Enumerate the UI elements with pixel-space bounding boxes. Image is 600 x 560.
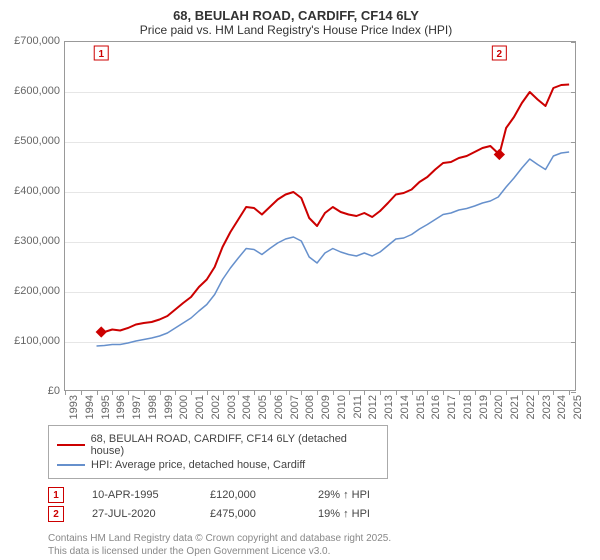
- x-tick-label: 2005: [257, 395, 269, 419]
- x-tick-label: 2022: [525, 395, 537, 419]
- y-tick-label: £600,000: [10, 85, 60, 97]
- legend-swatch: [57, 444, 85, 446]
- x-tick-label: 1996: [115, 395, 127, 419]
- x-tick-label: 2000: [178, 395, 190, 419]
- x-tick-label: 2018: [462, 395, 474, 419]
- x-tick-label: 2008: [304, 395, 316, 419]
- y-tick-label: £500,000: [10, 135, 60, 147]
- footer-line1: Contains HM Land Registry data © Crown c…: [48, 532, 584, 545]
- x-tick-label: 2009: [320, 395, 332, 419]
- x-tick-label: 2001: [194, 395, 206, 419]
- x-tick-label: 2024: [556, 395, 568, 419]
- x-tick-label: 2012: [367, 395, 379, 419]
- x-tick-label: 1995: [100, 395, 112, 419]
- footer-line2: This data is licensed under the Open Gov…: [48, 545, 584, 558]
- x-tick-label: 2017: [446, 395, 458, 419]
- x-tick-label: 2019: [478, 395, 490, 419]
- legend-item: 68, BEULAH ROAD, CARDIFF, CF14 6LY (deta…: [57, 433, 379, 457]
- x-tick-label: 2002: [210, 395, 222, 419]
- y-tick-label: £100,000: [10, 335, 60, 347]
- svg-text:1: 1: [98, 49, 104, 60]
- y-tick-label: £700,000: [10, 35, 60, 47]
- transaction-date: 27-JUL-2020: [92, 508, 182, 520]
- x-tick-label: 2016: [430, 395, 442, 419]
- legend-item: HPI: Average price, detached house, Card…: [57, 459, 379, 471]
- x-tick-label: 2010: [336, 395, 348, 419]
- x-tick-label: 2015: [415, 395, 427, 419]
- x-tick-label: 1994: [84, 395, 96, 419]
- x-tick-label: 2003: [226, 395, 238, 419]
- legend-label: 68, BEULAH ROAD, CARDIFF, CF14 6LY (deta…: [91, 433, 379, 457]
- footer-attribution: Contains HM Land Registry data © Crown c…: [48, 532, 584, 558]
- x-tick-label: 2011: [352, 395, 364, 419]
- x-tick-label: 2021: [509, 395, 521, 419]
- legend-swatch: [57, 464, 85, 466]
- x-tick-label: 2020: [493, 395, 505, 419]
- transaction-marker: 1: [48, 487, 64, 503]
- transactions-table: 1 10-APR-1995 £120,000 29% ↑ HPI 2 27-JUL-202…: [48, 487, 584, 522]
- chart-subtitle: Price paid vs. HM Land Registry's House …: [8, 23, 584, 37]
- transaction-price: £475,000: [210, 508, 290, 520]
- y-tick-label: £400,000: [10, 185, 60, 197]
- x-tick-label: 1998: [147, 395, 159, 419]
- transaction-marker: 2: [48, 506, 64, 522]
- chart-area: 12 £0£100,000£200,000£300,000£400,000£50…: [16, 41, 576, 419]
- chart-title-address: 68, BEULAH ROAD, CARDIFF, CF14 6LY: [8, 8, 584, 23]
- x-tick-label: 2006: [273, 395, 285, 419]
- transaction-hpi-diff: 29% ↑ HPI: [318, 489, 370, 501]
- transaction-date: 10-APR-1995: [92, 489, 182, 501]
- transaction-row: 1 10-APR-1995 £120,000 29% ↑ HPI: [48, 487, 584, 503]
- chart-plot: 12: [64, 41, 576, 391]
- x-tick-label: 2014: [399, 395, 411, 419]
- svg-text:2: 2: [497, 49, 503, 60]
- y-tick-label: £0: [10, 385, 60, 397]
- x-tick-label: 2004: [241, 395, 253, 419]
- x-tick-label: 2007: [289, 395, 301, 419]
- transaction-hpi-diff: 19% ↑ HPI: [318, 508, 370, 520]
- x-tick-label: 2013: [383, 395, 395, 419]
- transaction-row: 2 27-JUL-2020 £475,000 19% ↑ HPI: [48, 506, 584, 522]
- x-tick-label: 2023: [541, 395, 553, 419]
- y-tick-label: £300,000: [10, 235, 60, 247]
- chart-legend: 68, BEULAH ROAD, CARDIFF, CF14 6LY (deta…: [48, 425, 388, 479]
- legend-label: HPI: Average price, detached house, Card…: [91, 459, 305, 471]
- x-tick-label: 1993: [68, 395, 80, 419]
- transaction-price: £120,000: [210, 489, 290, 501]
- y-tick-label: £200,000: [10, 285, 60, 297]
- x-tick-label: 1997: [131, 395, 143, 419]
- x-tick-label: 1999: [163, 395, 175, 419]
- x-tick-label: 2025: [572, 395, 584, 419]
